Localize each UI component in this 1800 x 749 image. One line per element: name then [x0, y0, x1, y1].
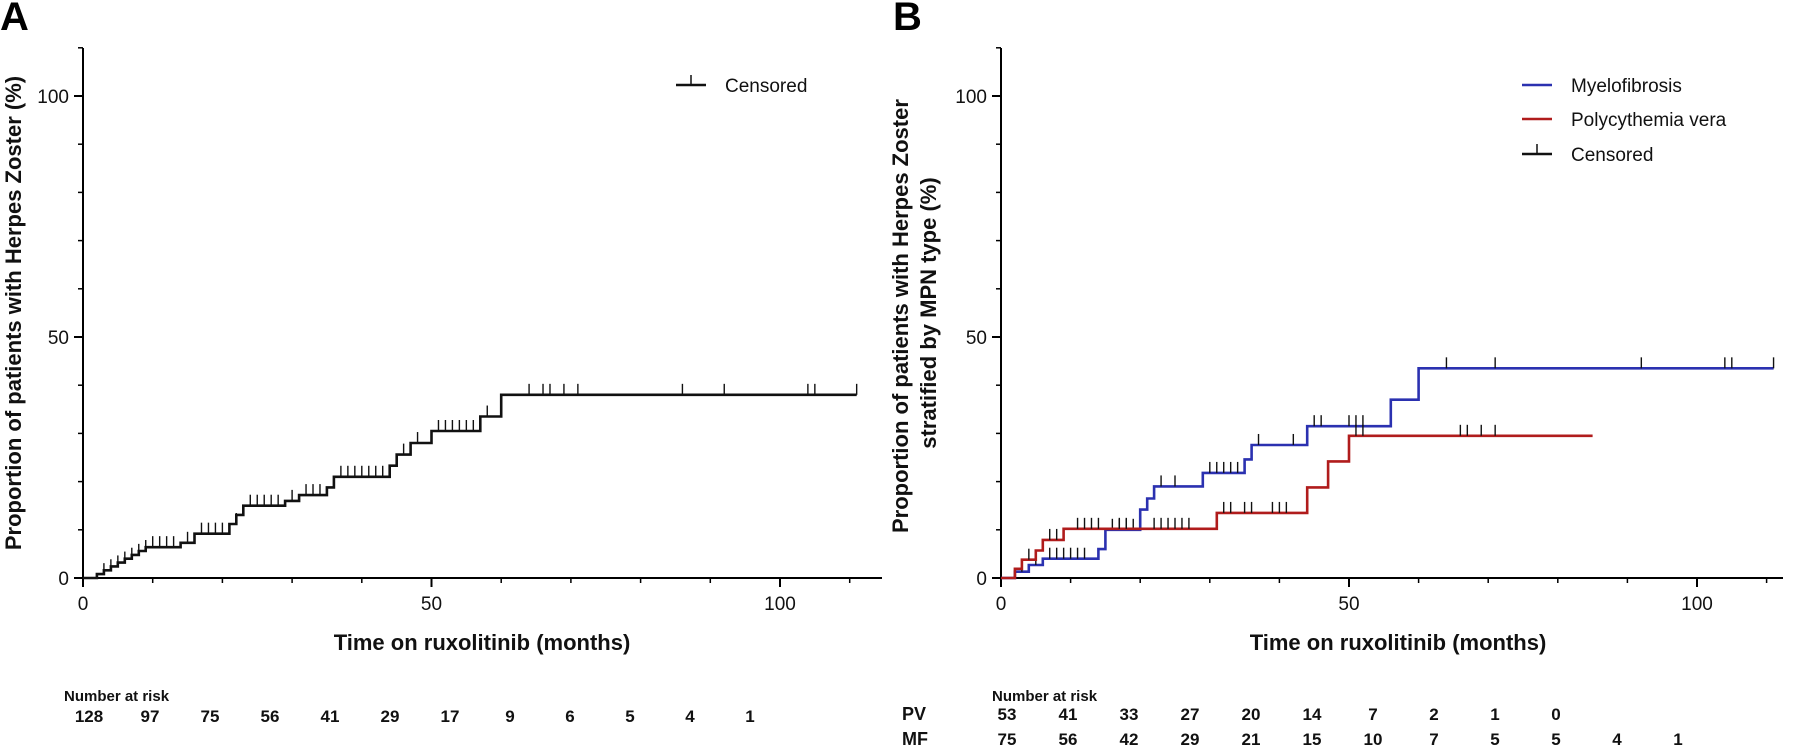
- panel-a-y-tick-label: 50: [48, 328, 69, 349]
- panel-b-risk-value: 1: [1490, 705, 1499, 724]
- panel-b-risk-value: 10: [1364, 730, 1383, 749]
- panel-b-risk-value: 53: [998, 705, 1017, 724]
- panel-b-risk-value: 21: [1242, 730, 1261, 749]
- panel-a-risk-value: 56: [261, 707, 280, 726]
- panel-a-risk-value: 41: [321, 707, 340, 726]
- panel-b-risk-title: Number at risk: [992, 688, 1098, 705]
- panel-b-risk-value: 29: [1181, 730, 1200, 749]
- panel-b-risk-value: 75: [998, 730, 1017, 749]
- panel-b-risk-row-label-pv: PV: [902, 704, 926, 724]
- panel-a-risk-title: Number at risk: [64, 688, 170, 705]
- panel-b-legend-mf-label: Myelofibrosis: [1571, 76, 1682, 97]
- panel-b-risk-value: 0: [1551, 705, 1560, 724]
- panel-b-x-tick-label: 50: [1338, 594, 1359, 615]
- panel-b-legend-censored-label: Censored: [1571, 145, 1653, 166]
- panel-b-legend-pv-label: Polycythemia vera: [1571, 110, 1727, 131]
- panel-a-risk-value: 75: [201, 707, 220, 726]
- panel-b-x-tick-label: 100: [1681, 594, 1713, 615]
- panel-b-x-tick-label: 0: [996, 594, 1007, 615]
- panel-b-risk-value: 5: [1551, 730, 1560, 749]
- panel-b-risk-value: 27: [1181, 705, 1200, 724]
- panel-a-risk-value: 97: [141, 707, 160, 726]
- panel-a-risk-table: Number at risk 128 97 75 56 41 29 17 9 6 5 4 1: [64, 688, 755, 726]
- panel-a-y-tick-label: 0: [58, 569, 69, 590]
- panel-b-risk-value: 56: [1059, 730, 1078, 749]
- panel-b-risk-value: 33: [1120, 705, 1139, 724]
- panel-a: A 0 50 100 0 50 100 Proportion of patients w…: [0, 0, 882, 726]
- panel-b-risk-value: 2: [1429, 705, 1438, 724]
- panel-a-risk-value: 5: [625, 707, 634, 726]
- panel-b-risk-value: 15: [1303, 730, 1322, 749]
- panel-b-x-ticks: 0 50 100: [996, 578, 1768, 615]
- panel-b-letter: B: [893, 0, 922, 39]
- panel-a-curves: [83, 383, 858, 580]
- panel-a-risk-values: 128 97 75 56 41 29 17 9 6 5 4 1: [75, 707, 755, 726]
- panel-a-risk-value: 17: [441, 707, 460, 726]
- panel-a-y-tick-label: 100: [37, 87, 69, 108]
- panel-a-risk-value: 6: [565, 707, 574, 726]
- panel-a-x-axis-title: Time on ruxolitinib (months): [334, 630, 631, 655]
- panel-b-risk-value: 4: [1612, 730, 1622, 749]
- panel-a-x-ticks: 0 50 100: [78, 578, 851, 615]
- panel-a-x-tick-label: 50: [421, 594, 442, 615]
- panel-a-x-tick-label: 100: [764, 594, 796, 615]
- panel-a-y-axis-title: Proportion of patients with Herpes Zoste…: [1, 76, 26, 550]
- panel-b-y-tick-label: 0: [976, 569, 987, 590]
- panel-a-x-tick-label: 0: [78, 594, 89, 615]
- panel-b-risk-value: 5: [1490, 730, 1499, 749]
- panel-b-risk-value: 41: [1059, 705, 1078, 724]
- panel-b-legend: Myelofibrosis Polycythemia vera Censored: [1522, 76, 1727, 166]
- panel-b-risk-value: 7: [1368, 705, 1377, 724]
- panel-b-risk-value: 42: [1120, 730, 1139, 749]
- panel-b-y-tick-label: 100: [955, 87, 987, 108]
- panel-a-risk-value: 128: [75, 707, 103, 726]
- panel-a-curve-overall: [83, 393, 857, 580]
- panel-b-risk-value: 7: [1429, 730, 1438, 749]
- panel-b-y-ticks: 0 50 100: [955, 47, 1001, 590]
- panel-a-risk-value: 9: [505, 707, 514, 726]
- panel-a-y-ticks: 0 50 100: [37, 47, 83, 590]
- panel-b-risk-value: 14: [1303, 705, 1322, 724]
- panel-a-risk-value: 29: [381, 707, 400, 726]
- panel-b-curves: [1001, 357, 1775, 580]
- panel-b-x-axis-title: Time on ruxolitinib (months): [1250, 630, 1547, 655]
- panel-b-y-axis-title: Proportion of patients with Herpes Zoste…: [888, 93, 941, 533]
- panel-b-curve-polycythemia-vera: [1001, 434, 1593, 580]
- panel-a-legend-censored-label: Censored: [725, 76, 807, 97]
- panel-b-y-tick-label: 50: [966, 328, 987, 349]
- panel-b-risk-row-label-mf: MF: [902, 729, 928, 749]
- panel-b-risk-table: Number at risk PV MF 53 41 33 27 20 14 7 2 1 075 5…: [902, 688, 1683, 749]
- panel-b-risk-values: 53 41 33 27 20 14 7 2 1 075 56 42 29 21 15 10 7 5 5 4 1: [998, 705, 1683, 749]
- panel-b-y-axis-title-line2: stratified by MPN type (%): [916, 177, 941, 448]
- panel-a-letter: A: [0, 0, 29, 39]
- panel-b-y-axis-title-line1: Proportion of patients with Herpes Zoste…: [888, 99, 913, 533]
- panel-b-risk-value: 20: [1242, 705, 1261, 724]
- panel-a-risk-value: 1: [745, 707, 754, 726]
- panel-a-legend: Censored: [676, 75, 807, 97]
- panel-a-risk-value: 4: [685, 707, 695, 726]
- panel-b-risk-value: 1: [1673, 730, 1682, 749]
- panel-b-curve-myelofibrosis: [1001, 367, 1774, 580]
